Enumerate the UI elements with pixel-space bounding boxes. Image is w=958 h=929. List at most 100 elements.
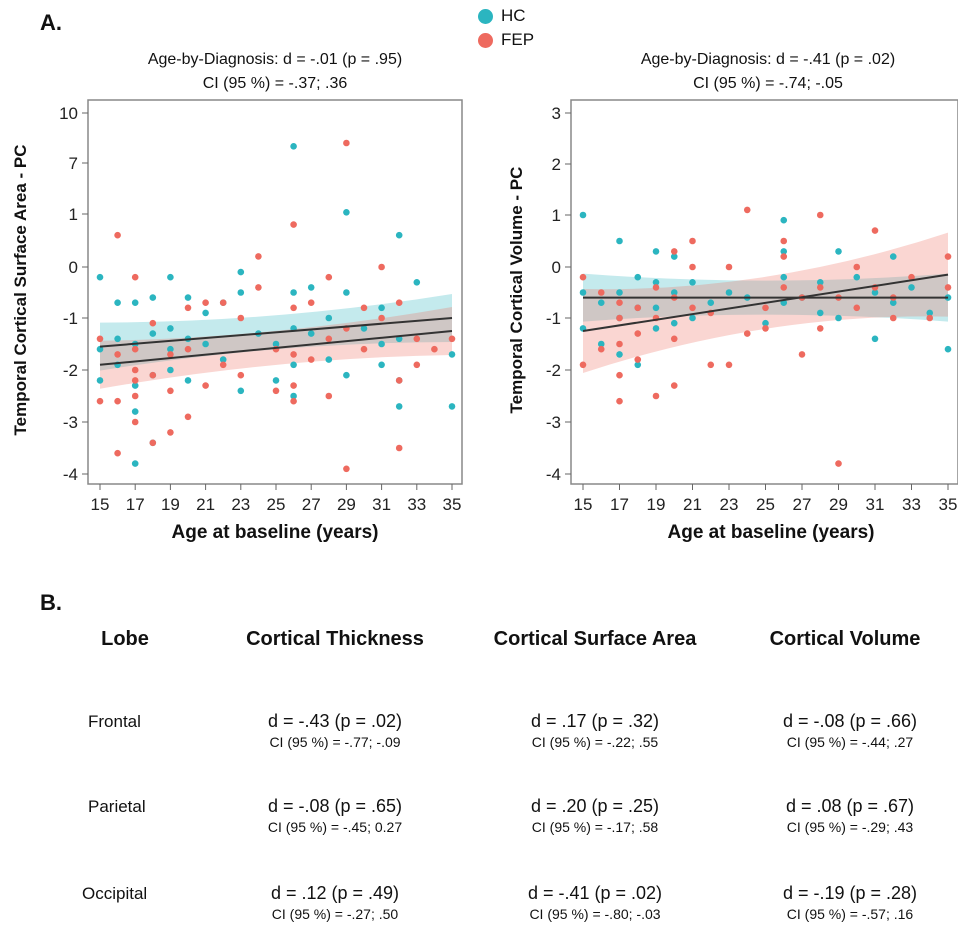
- data-point-hc: [597, 340, 605, 348]
- effect-size: d = -.41 (p = .02): [527, 883, 663, 903]
- x-tick-label: 19: [647, 495, 666, 514]
- data-point-hc: [780, 216, 788, 224]
- confidence-interval: CI (95 %) = -.80; -.03: [529, 906, 661, 922]
- data-point-hc: [616, 351, 623, 358]
- y-axis-label: Temporal Cortical Volume - PC: [507, 167, 526, 414]
- x-tick-label: 25: [267, 495, 286, 514]
- data-point-fep: [114, 351, 121, 358]
- table-cell: d = .20 (p = .25) CI (95 %) = -.17; .58: [470, 796, 720, 835]
- x-tick-label: 35: [939, 495, 958, 514]
- data-point-fep: [816, 325, 824, 332]
- table-row-lobe: Frontal: [88, 712, 141, 731]
- x-tick-label: 15: [574, 495, 593, 514]
- chart-subtitle: CI (95 %) = -.37; .36: [203, 75, 348, 92]
- data-point-fep: [149, 319, 157, 327]
- effect-size: d = .12 (p = .49): [270, 883, 400, 903]
- data-point-hc: [96, 377, 104, 384]
- data-point-fep: [670, 382, 678, 389]
- data-point-hc: [307, 330, 315, 337]
- data-point-fep: [255, 253, 262, 260]
- data-point-fep: [944, 284, 952, 291]
- data-point-hc: [670, 253, 678, 260]
- x-tick-label: 27: [302, 495, 321, 514]
- data-point-hc: [184, 377, 192, 384]
- data-point-fep: [780, 253, 788, 260]
- data-point-hc: [707, 299, 715, 307]
- y-tick-label: 1: [552, 206, 561, 225]
- data-point-fep: [634, 330, 642, 337]
- data-point-fep: [413, 335, 421, 343]
- panel-b-label: B.: [40, 590, 62, 615]
- data-point-hc: [597, 299, 605, 307]
- y-tick-label: 10: [59, 104, 78, 123]
- y-tick-label: -1: [546, 309, 561, 328]
- data-point-fep: [616, 397, 623, 405]
- confidence-interval: CI (95 %) = -.17; .58: [531, 819, 659, 835]
- data-point-fep: [670, 248, 678, 255]
- data-point-hc: [290, 361, 297, 369]
- data-point-hc: [131, 408, 139, 415]
- data-point-fep: [689, 237, 696, 245]
- data-point-fep: [184, 345, 192, 353]
- data-point-fep: [816, 284, 824, 291]
- chart-title: Age-by-Diagnosis: d = -.01 (p = .95): [148, 51, 402, 68]
- data-point-hc: [237, 268, 245, 276]
- data-point-hc: [448, 351, 456, 358]
- data-point-hc: [237, 387, 245, 395]
- y-tick-label: 1: [69, 205, 78, 224]
- data-point-fep: [597, 289, 605, 296]
- data-point-hc: [413, 279, 421, 286]
- data-point-hc: [889, 253, 897, 260]
- legend-label-hc: HC: [501, 6, 526, 25]
- table-cell: d = -.08 (p = .65) CI (95 %) = -.45; 0.2…: [210, 796, 460, 835]
- effect-size: d = .17 (p = .32): [530, 711, 660, 731]
- y-tick-label: -4: [546, 465, 561, 484]
- data-point-hc: [908, 284, 915, 291]
- data-point-hc: [889, 299, 897, 307]
- data-point-fep: [853, 263, 861, 271]
- data-point-fep: [290, 304, 297, 312]
- data-point-fep: [202, 299, 209, 307]
- data-point-fep: [689, 304, 696, 312]
- chart-subtitle: CI (95 %) = -.74; -.05: [693, 75, 843, 92]
- confidence-interval: CI (95 %) = -.57; .16: [786, 906, 914, 922]
- data-point-fep: [378, 314, 385, 322]
- data-point-fep: [131, 377, 139, 384]
- data-point-fep: [634, 304, 642, 312]
- data-point-hc: [378, 304, 385, 312]
- data-point-fep: [743, 330, 751, 337]
- data-point-hc: [184, 294, 192, 301]
- data-point-fep: [149, 371, 157, 379]
- data-point-fep: [616, 340, 623, 348]
- data-point-fep: [689, 263, 696, 271]
- y-tick-label: -3: [546, 413, 561, 432]
- data-point-hc: [634, 273, 642, 281]
- x-tick-label: 17: [126, 495, 145, 514]
- data-point-hc: [378, 361, 385, 369]
- table-cell: d = .08 (p = .67) CI (95 %) = -.29; .43: [725, 796, 958, 835]
- data-point-fep: [219, 361, 227, 369]
- data-point-fep: [131, 345, 139, 353]
- data-point-fep: [616, 314, 623, 322]
- data-point-fep: [395, 377, 403, 384]
- data-point-hc: [816, 279, 824, 286]
- x-tick-label: 33: [902, 495, 921, 514]
- data-point-hc: [780, 273, 788, 281]
- data-point-fep: [202, 382, 209, 389]
- data-point-hc: [670, 319, 678, 327]
- data-point-fep: [871, 227, 879, 234]
- x-tick-label: 31: [866, 495, 885, 514]
- data-point-hc: [131, 460, 139, 467]
- data-point-hc: [202, 340, 209, 348]
- data-point-fep: [798, 351, 806, 358]
- x-tick-label: 25: [756, 495, 775, 514]
- data-point-fep: [131, 366, 139, 374]
- y-axis-label: Temporal Cortical Surface Area - PC: [11, 145, 30, 436]
- table-row-lobe: Parietal: [88, 797, 146, 816]
- data-point-hc: [325, 314, 333, 322]
- y-tick-label: 2: [552, 155, 561, 174]
- data-point-hc: [167, 273, 174, 281]
- effect-size: d = .20 (p = .25): [530, 796, 660, 816]
- data-point-fep: [131, 273, 139, 281]
- table-cell: d = .17 (p = .32) CI (95 %) = -.22; .55: [470, 711, 720, 750]
